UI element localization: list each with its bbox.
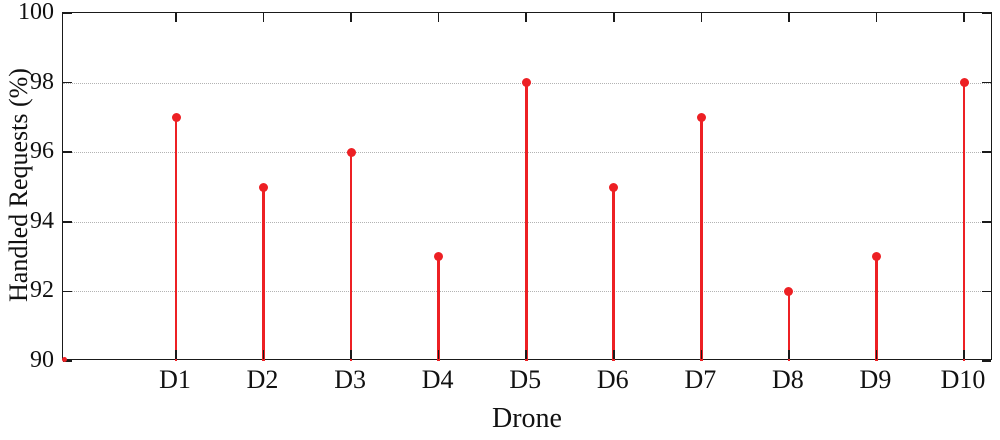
x-tick-bottom bbox=[963, 350, 965, 359]
y-tick-label: 100 bbox=[18, 0, 54, 25]
x-tick-label: D3 bbox=[334, 365, 366, 394]
x-tick-label: D9 bbox=[859, 365, 892, 394]
y-tick-left bbox=[63, 151, 72, 153]
x-tick-top bbox=[700, 13, 703, 22]
stem-line bbox=[962, 82, 966, 361]
stem-line bbox=[174, 117, 178, 361]
x-tick-bottom bbox=[788, 350, 790, 359]
stem-marker bbox=[171, 112, 181, 122]
stem-marker bbox=[609, 182, 619, 192]
y-tick-left bbox=[63, 221, 72, 223]
y-tick-label: 92 bbox=[30, 277, 54, 304]
stem-marker bbox=[871, 252, 881, 262]
plot-area bbox=[62, 12, 992, 362]
stem-line bbox=[875, 256, 878, 361]
stem-marker bbox=[346, 147, 356, 157]
y-tick-label: 98 bbox=[30, 68, 54, 95]
y-tick-left bbox=[63, 290, 72, 293]
y-tick-label: 94 bbox=[30, 207, 54, 234]
x-tick-bottom bbox=[350, 350, 352, 359]
x-tick-bottom bbox=[613, 350, 615, 359]
x-tick-label: D8 bbox=[771, 365, 804, 394]
y-tick-right bbox=[982, 151, 991, 153]
x-tick-top bbox=[175, 13, 177, 22]
y-tick-left bbox=[63, 360, 72, 362]
x-tick-label: D5 bbox=[509, 365, 542, 394]
stem-marker bbox=[434, 252, 444, 262]
x-tick-label: D7 bbox=[684, 365, 717, 394]
y-axis-label: Handled Requests (%) bbox=[4, 68, 33, 302]
stem-line bbox=[787, 291, 791, 361]
stem-marker bbox=[959, 78, 969, 88]
y-tick-left bbox=[63, 81, 72, 84]
x-tick-bottom bbox=[175, 350, 177, 359]
y-tick-right bbox=[982, 290, 991, 293]
x-tick-bottom bbox=[700, 350, 703, 359]
x-tick-label: D10 bbox=[940, 365, 986, 394]
y-tick-right bbox=[982, 360, 991, 362]
x-tick-label: D1 bbox=[159, 365, 191, 394]
baseline-end-dot bbox=[62, 357, 67, 362]
stem-line bbox=[524, 82, 528, 361]
x-tick-top bbox=[963, 13, 965, 22]
stem-marker bbox=[521, 78, 531, 88]
stem-line bbox=[262, 187, 265, 361]
x-tick-bottom bbox=[437, 350, 440, 359]
y-tick-right bbox=[982, 221, 991, 223]
x-axis-label: Drone bbox=[492, 403, 562, 434]
x-tick-top bbox=[875, 13, 878, 22]
x-tick-label: D2 bbox=[246, 365, 279, 394]
x-tick-top bbox=[525, 13, 527, 22]
y-tick-label: 90 bbox=[30, 347, 54, 373]
stem-marker bbox=[696, 112, 706, 122]
x-tick-bottom bbox=[525, 350, 527, 359]
y-tick-left bbox=[63, 12, 72, 14]
x-tick-label: D4 bbox=[421, 365, 454, 394]
x-tick-top bbox=[262, 13, 265, 22]
x-tick-top bbox=[788, 13, 790, 22]
x-tick-top bbox=[613, 13, 615, 22]
stem-marker bbox=[784, 286, 794, 296]
x-tick-bottom bbox=[875, 350, 878, 359]
x-tick-label: D6 bbox=[596, 365, 629, 394]
y-tick-right bbox=[982, 12, 991, 14]
stem-line bbox=[349, 152, 353, 361]
y-tick-right bbox=[982, 81, 991, 84]
x-tick-top bbox=[350, 13, 352, 22]
stem-marker bbox=[259, 182, 269, 192]
stem-line bbox=[612, 187, 616, 361]
stem-line bbox=[437, 256, 440, 361]
x-tick-top bbox=[437, 13, 440, 22]
x-tick-bottom bbox=[262, 350, 265, 359]
stem-line bbox=[700, 117, 703, 361]
y-tick-label: 96 bbox=[30, 138, 54, 165]
